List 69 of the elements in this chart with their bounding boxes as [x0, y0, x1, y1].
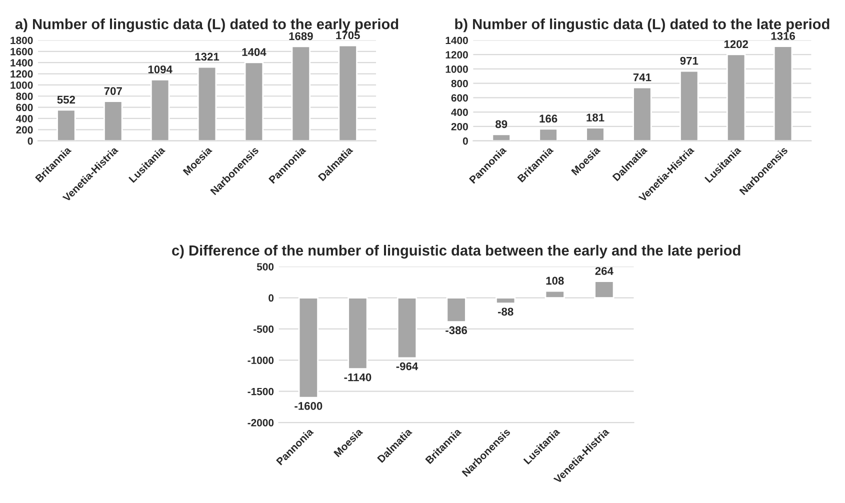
data-label: 264 [595, 267, 614, 275]
y-tick-label: 0 [462, 137, 468, 145]
bar [492, 134, 511, 141]
y-tick-label: 500 [256, 263, 274, 270]
data-label: 1689 [289, 32, 313, 40]
bar [446, 297, 466, 323]
data-label: 108 [546, 276, 564, 285]
bar [544, 290, 565, 298]
data-label: 166 [540, 114, 558, 123]
y-tick-label: 0 [268, 294, 274, 302]
y-tick-label: 800 [451, 80, 468, 88]
bar [197, 66, 217, 141]
y-tick-label: -1000 [248, 356, 274, 364]
y-tick-label: -1500 [248, 388, 274, 396]
bar [396, 297, 418, 359]
y-tick-label: -2000 [248, 419, 274, 426]
data-label: -1140 [344, 373, 372, 382]
y-tick-label: 400 [451, 108, 468, 116]
data-label: 1094 [148, 65, 172, 74]
y-tick-label: -500 [254, 325, 274, 333]
data-label: 1316 [771, 32, 795, 40]
data-label: 552 [57, 96, 76, 104]
chart-title: c) Difference of the number of linguistic data between the early and the late period [172, 244, 740, 259]
y-tick-label: 1200 [446, 51, 468, 58]
chart-title: b) Number of lingustic data (L) dated to the late period [455, 18, 830, 32]
bar [298, 297, 318, 398]
y-tick-label: 1600 [10, 48, 33, 56]
y-tick-label: 400 [16, 114, 33, 122]
y-tick-label: 200 [16, 126, 33, 134]
bar [104, 100, 123, 141]
y-tick-label: 1800 [10, 36, 33, 44]
data-label: -88 [498, 308, 514, 316]
data-label: 1321 [195, 52, 220, 61]
bar [56, 109, 76, 141]
data-label: 89 [496, 120, 508, 128]
data-label: 1202 [724, 40, 748, 48]
y-tick-label: 1200 [10, 70, 33, 78]
y-tick-label: 600 [451, 94, 468, 102]
y-tick-label: 800 [16, 92, 33, 100]
y-tick-label: 1400 [446, 36, 468, 44]
bar [773, 46, 793, 141]
y-tick-label: 1000 [446, 65, 468, 73]
y-tick-label: 200 [451, 122, 468, 130]
data-label: 971 [680, 56, 698, 65]
chart-title: a) Number of lingustic data (L) dated to the early period [15, 18, 398, 32]
bar [586, 127, 605, 141]
data-label: 1404 [242, 48, 266, 56]
y-tick-label: 0 [28, 137, 33, 145]
bar [150, 79, 170, 141]
y-tick-label: 1400 [10, 59, 33, 66]
data-label: -1600 [294, 402, 322, 410]
data-label: -386 [446, 326, 468, 334]
bar [538, 128, 558, 141]
bar [632, 86, 652, 141]
data-label: 707 [104, 87, 122, 95]
bar [680, 70, 699, 141]
data-label: -964 [396, 362, 418, 370]
y-tick-label: 1000 [10, 81, 33, 89]
data-label: 741 [633, 73, 652, 82]
bar [244, 62, 264, 141]
data-label: 181 [586, 114, 604, 122]
bar [291, 46, 311, 141]
bar [338, 44, 358, 141]
bar [348, 297, 368, 370]
y-tick-label: 600 [16, 104, 33, 112]
bar [496, 297, 516, 304]
bar [726, 54, 746, 141]
bar [594, 280, 614, 298]
data-label: 1705 [336, 31, 360, 40]
